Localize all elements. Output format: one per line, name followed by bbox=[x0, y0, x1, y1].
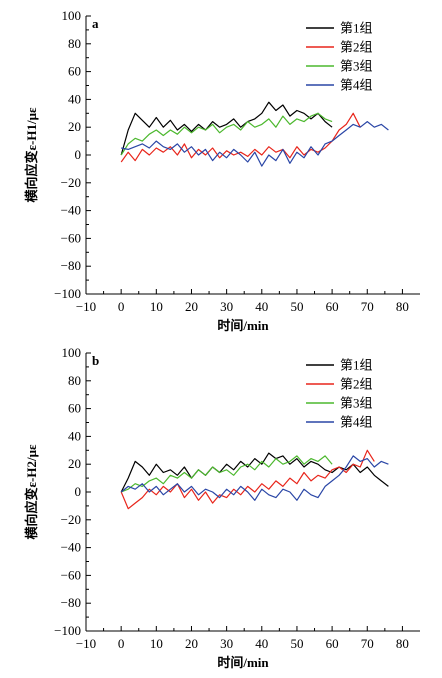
x-tick-label: 40 bbox=[255, 299, 268, 314]
x-tick-label: 20 bbox=[185, 299, 198, 314]
y-tick-label: −60 bbox=[61, 230, 81, 245]
y-tick-label: 0 bbox=[75, 147, 82, 162]
y-tick-label: 80 bbox=[68, 373, 81, 388]
x-axis-title: 时间/min bbox=[217, 655, 269, 670]
x-tick-label: 10 bbox=[150, 299, 163, 314]
y-tick-label: −20 bbox=[61, 175, 81, 190]
legend-label-3: 第3组 bbox=[340, 396, 373, 411]
x-tick-label: 50 bbox=[290, 299, 303, 314]
y-tick-label: −40 bbox=[61, 203, 81, 218]
panel-label: a bbox=[92, 16, 99, 31]
x-tick-label: 30 bbox=[220, 299, 233, 314]
legend-label-1: 第1组 bbox=[340, 21, 373, 36]
legend-label-3: 第3组 bbox=[340, 59, 373, 74]
y-tick-label: −20 bbox=[61, 512, 81, 527]
x-tick-label: 30 bbox=[220, 636, 233, 651]
x-tick-label: 70 bbox=[361, 299, 374, 314]
series-line-3 bbox=[120, 112, 333, 156]
x-tick-label: 40 bbox=[255, 636, 268, 651]
series-line-4 bbox=[121, 120, 389, 167]
legend-label-2: 第2组 bbox=[340, 377, 373, 392]
series-line-4 bbox=[120, 455, 389, 501]
legend-label-4: 第4组 bbox=[340, 415, 373, 430]
y-tick-label: 20 bbox=[68, 119, 81, 134]
series-line-2 bbox=[120, 449, 375, 510]
y-tick-label: −80 bbox=[61, 595, 81, 610]
legend-label-1: 第1组 bbox=[340, 358, 373, 373]
x-axis-title: 时间/min bbox=[217, 318, 269, 333]
y-axis-title: 横向应变ε-H1/με bbox=[24, 107, 39, 202]
y-tick-label: 20 bbox=[68, 456, 81, 471]
y-tick-label: 60 bbox=[68, 401, 81, 416]
series-line-3 bbox=[120, 455, 333, 493]
y-tick-label: 80 bbox=[68, 36, 81, 51]
y-tick-label: 40 bbox=[68, 428, 81, 443]
y-tick-label: −100 bbox=[54, 286, 81, 301]
legend-label-4: 第4组 bbox=[340, 78, 373, 93]
legend-label-2: 第2组 bbox=[340, 40, 373, 55]
series-line-1 bbox=[120, 101, 333, 156]
x-tick-label: 80 bbox=[396, 299, 409, 314]
x-tick-label: −10 bbox=[76, 636, 96, 651]
y-tick-label: 0 bbox=[75, 484, 82, 499]
y-tick-label: −100 bbox=[54, 623, 81, 638]
x-tick-label: 20 bbox=[185, 636, 198, 651]
x-tick-label: −10 bbox=[76, 299, 96, 314]
x-tick-label: 60 bbox=[326, 299, 339, 314]
y-tick-label: −60 bbox=[61, 567, 81, 582]
y-tick-label: 40 bbox=[68, 91, 81, 106]
x-tick-label: 70 bbox=[361, 636, 374, 651]
y-tick-label: 100 bbox=[62, 8, 82, 23]
y-tick-label: 100 bbox=[62, 345, 82, 360]
y-tick-label: 60 bbox=[68, 64, 81, 79]
y-axis-title: 横向应变ε-H2/με bbox=[24, 444, 39, 539]
x-tick-label: 50 bbox=[290, 636, 303, 651]
x-tick-label: 10 bbox=[150, 636, 163, 651]
y-tick-label: −40 bbox=[61, 540, 81, 555]
panel-label: b bbox=[92, 353, 99, 368]
x-tick-label: 0 bbox=[118, 299, 125, 314]
x-tick-label: 80 bbox=[396, 636, 409, 651]
y-tick-label: −80 bbox=[61, 258, 81, 273]
x-tick-label: 0 bbox=[118, 636, 125, 651]
series-line-1 bbox=[120, 452, 389, 493]
x-tick-label: 60 bbox=[326, 636, 339, 651]
